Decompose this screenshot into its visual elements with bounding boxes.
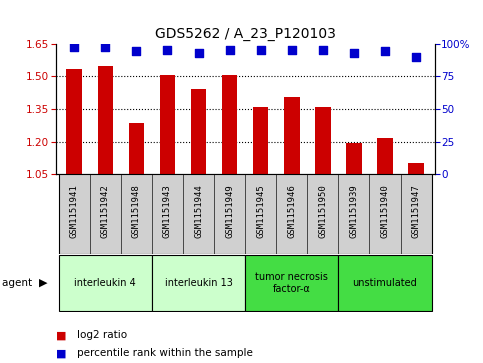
Point <box>164 47 171 53</box>
Text: GSM1151946: GSM1151946 <box>287 184 296 237</box>
FancyBboxPatch shape <box>307 174 339 254</box>
FancyBboxPatch shape <box>245 174 276 254</box>
Bar <box>253 107 269 174</box>
Point <box>101 45 109 50</box>
FancyBboxPatch shape <box>58 174 90 254</box>
FancyBboxPatch shape <box>276 174 307 254</box>
FancyBboxPatch shape <box>121 174 152 254</box>
Text: interleukin 4: interleukin 4 <box>74 278 136 288</box>
Text: GSM1151950: GSM1151950 <box>318 184 327 237</box>
Bar <box>377 138 393 174</box>
FancyBboxPatch shape <box>152 174 183 254</box>
Text: GSM1151942: GSM1151942 <box>101 184 110 237</box>
FancyBboxPatch shape <box>369 174 400 254</box>
Bar <box>408 163 424 174</box>
Text: GSM1151944: GSM1151944 <box>194 184 203 237</box>
FancyBboxPatch shape <box>214 174 245 254</box>
Point <box>257 47 265 53</box>
Point <box>132 49 140 54</box>
Text: GSM1151948: GSM1151948 <box>132 184 141 237</box>
FancyBboxPatch shape <box>245 255 339 311</box>
Point <box>226 47 233 53</box>
Text: GSM1151947: GSM1151947 <box>412 184 421 237</box>
Text: GSM1151945: GSM1151945 <box>256 184 265 237</box>
Bar <box>98 66 113 174</box>
Text: log2 ratio: log2 ratio <box>77 330 128 340</box>
FancyBboxPatch shape <box>152 255 245 311</box>
Point <box>288 47 296 53</box>
Bar <box>315 107 330 174</box>
Bar <box>67 69 82 174</box>
FancyBboxPatch shape <box>339 255 432 311</box>
Point <box>350 50 358 56</box>
Text: unstimulated: unstimulated <box>353 278 417 288</box>
Title: GDS5262 / A_23_P120103: GDS5262 / A_23_P120103 <box>155 27 336 41</box>
FancyBboxPatch shape <box>400 174 432 254</box>
Point <box>412 54 420 60</box>
FancyBboxPatch shape <box>90 174 121 254</box>
Bar <box>128 123 144 174</box>
Point <box>71 45 78 50</box>
Text: GSM1151943: GSM1151943 <box>163 184 172 237</box>
Text: GSM1151949: GSM1151949 <box>225 184 234 237</box>
Bar <box>346 143 362 174</box>
Text: ■: ■ <box>56 330 66 340</box>
Text: tumor necrosis
factor-α: tumor necrosis factor-α <box>256 272 328 294</box>
Bar <box>191 89 206 174</box>
Text: GSM1151941: GSM1151941 <box>70 184 79 237</box>
Point <box>381 49 389 54</box>
Text: GSM1151939: GSM1151939 <box>349 184 358 237</box>
Text: ▶: ▶ <box>39 278 47 288</box>
Text: ■: ■ <box>56 348 66 359</box>
Point <box>319 47 327 53</box>
Bar <box>284 97 299 174</box>
FancyBboxPatch shape <box>58 255 152 311</box>
Point <box>195 50 202 56</box>
Bar <box>160 75 175 174</box>
Text: interleukin 13: interleukin 13 <box>165 278 232 288</box>
FancyBboxPatch shape <box>339 174 369 254</box>
FancyBboxPatch shape <box>183 174 214 254</box>
Text: agent: agent <box>2 278 36 288</box>
Text: GSM1151940: GSM1151940 <box>381 184 389 237</box>
Bar <box>222 75 237 174</box>
Text: percentile rank within the sample: percentile rank within the sample <box>77 348 253 359</box>
